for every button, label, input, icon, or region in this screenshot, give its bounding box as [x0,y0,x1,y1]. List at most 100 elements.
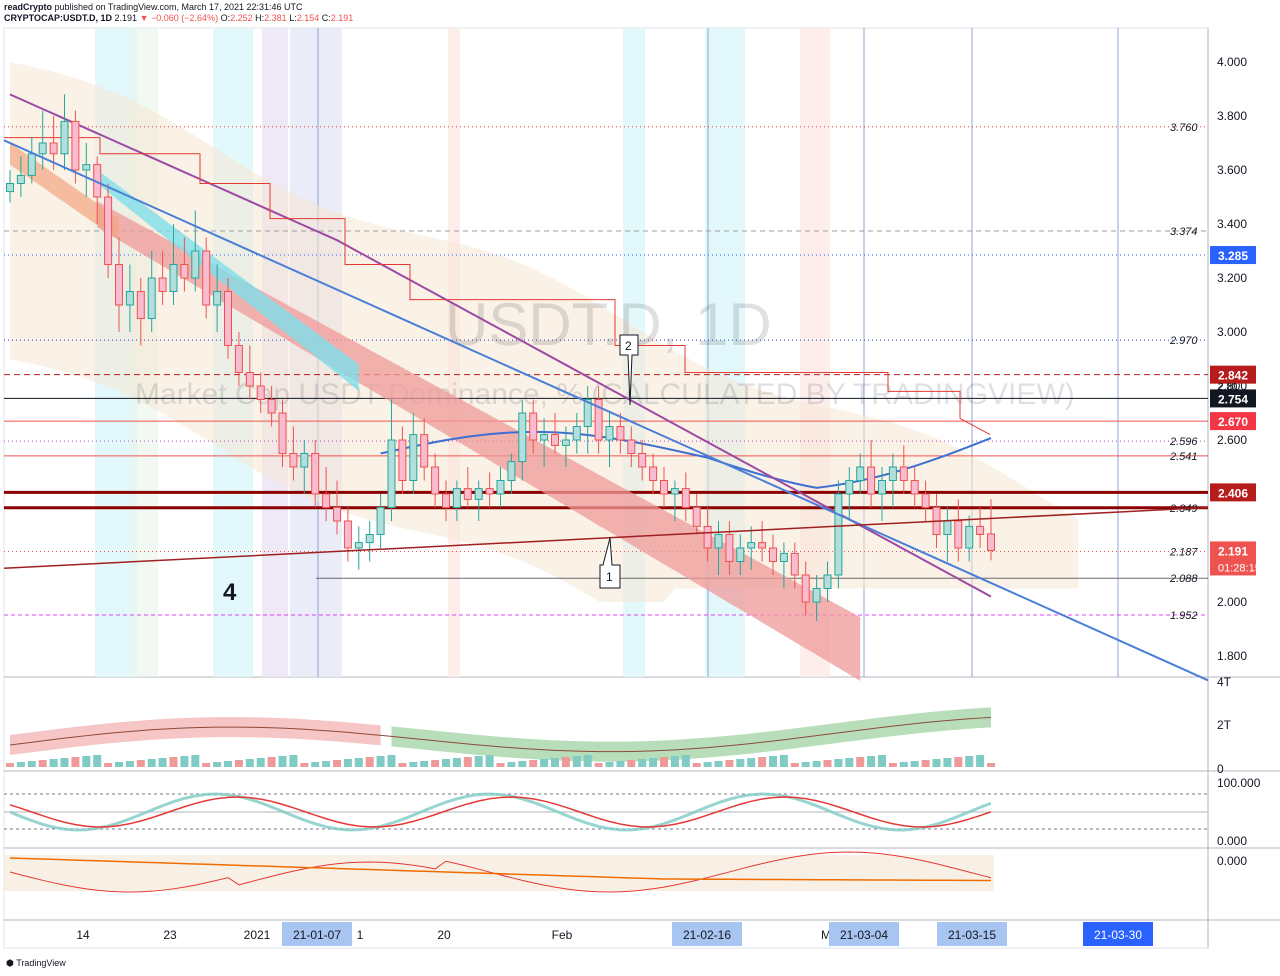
time-tick-2021: 2021 [244,928,271,942]
price-tag-text-2.191: 2.191 [1218,544,1248,558]
candle-body [703,525,712,549]
volume-bar [224,761,232,767]
tradingview-logo-icon: ⬢ [6,958,14,968]
candle-body [49,142,58,155]
volume-bar [551,758,559,767]
candle-body [376,507,385,535]
candle-body [627,439,636,454]
volume-bar [387,755,396,767]
volume-bar [93,755,102,767]
pane1-tick-2: 0 [1217,762,1224,776]
level-label-1.952: 1.952 [1170,610,1198,622]
level-label-3.374: 3.374 [1170,226,1198,238]
pane2-tick-0: 100.000 [1217,776,1261,790]
ribbon-orange [10,143,119,241]
price-tag-text-2.842: 2.842 [1218,369,1248,383]
low-label: L: [289,13,297,23]
volume-bar [409,762,418,767]
price-tags: 3.285 2.842 2.754 2.670 2.406 2.191 01:28:15 2.… [1210,246,1261,576]
volume-bar [572,756,581,767]
candle-body [823,574,832,589]
ma-purple [9,93,992,598]
volume-bar [333,760,341,767]
date-badge-21-03-30 [1083,922,1153,946]
publisher-name: readCrypto [4,2,53,12]
price-tick-2.000: 2.000 [1217,595,1247,609]
volume-bar [27,761,36,767]
date-badge-21-02-16 [672,922,742,946]
candle-body [921,493,930,508]
callout-1-label: 1 [606,570,613,584]
candle-body [649,466,658,481]
volume-bar [147,759,156,767]
candle-body [747,542,756,549]
volume-bar [943,758,952,767]
high-value: 2.381 [264,13,287,23]
volume-bar [888,763,897,767]
candle-body [910,480,919,495]
volume-bar [485,755,494,767]
candle-body [790,552,799,576]
candle-body [115,264,123,306]
volume-bar [169,757,178,767]
candle-body [322,493,331,508]
date-label-21-03-04: 21-03-04 [840,928,888,942]
candle-body [474,488,483,500]
volume-bar [910,761,919,767]
candle-body [561,439,570,446]
volume-bar [954,757,963,767]
volume-bar [322,761,331,767]
candle-body [60,120,69,155]
volume-bar [769,756,777,767]
published-text: published on TradingView.com, March 17, … [54,2,303,12]
open-value: 2.252 [230,13,253,23]
pane3-signal [9,857,992,882]
candle-body [943,520,952,535]
candle-body [224,291,232,346]
candle-body [725,534,734,562]
volume-bar [6,763,14,767]
open-label: O: [220,13,231,23]
price-tick-3.200: 3.200 [1217,271,1247,285]
volume-bar [354,758,363,767]
candle-body [202,250,211,306]
candle-body [888,466,897,481]
volume-bar [638,759,647,767]
volume-bar [736,759,745,767]
price-tick-3.400: 3.400 [1217,217,1247,231]
candle-body [594,399,603,441]
price-tick-2.600: 2.600 [1217,433,1247,447]
pane1-tick-0: 4T [1217,675,1232,689]
candle-body [583,399,592,427]
volume-bar [714,761,723,767]
volume-bar [191,755,200,767]
volume-bar [365,757,374,767]
price-tag-text-2.754: 2.754 [1218,392,1248,406]
time-tick-Feb: Feb [552,928,573,942]
partial-tick: 2.80 [1218,382,1238,393]
candle-body [256,385,265,400]
tradingview-logo[interactable]: ⬢ TradingView [6,958,66,969]
candle-body [834,493,843,576]
time-axis[interactable]: 14 23 2021 21-01-07 1 20 Feb 21-02-16 M 21-03-04 2… [76,922,1153,946]
volume-bar [660,757,668,767]
candle-body [540,434,549,441]
volume-bar [16,762,25,767]
volume-bar [420,761,429,767]
candle-body [692,507,701,527]
volume-bar [136,760,145,767]
candle-body [867,466,876,495]
volume-bar [245,759,254,767]
price-tag-3.285 [1210,246,1256,265]
candle-body [801,574,810,603]
volume-bar [343,759,352,767]
volume-bar [82,756,91,767]
candle-body [6,183,14,193]
candle-body [442,493,450,508]
volume-bar [376,756,385,767]
candle-body [987,533,995,551]
watermark-symbol: USDT.D, 1D [445,291,772,358]
candle-body [409,434,418,482]
